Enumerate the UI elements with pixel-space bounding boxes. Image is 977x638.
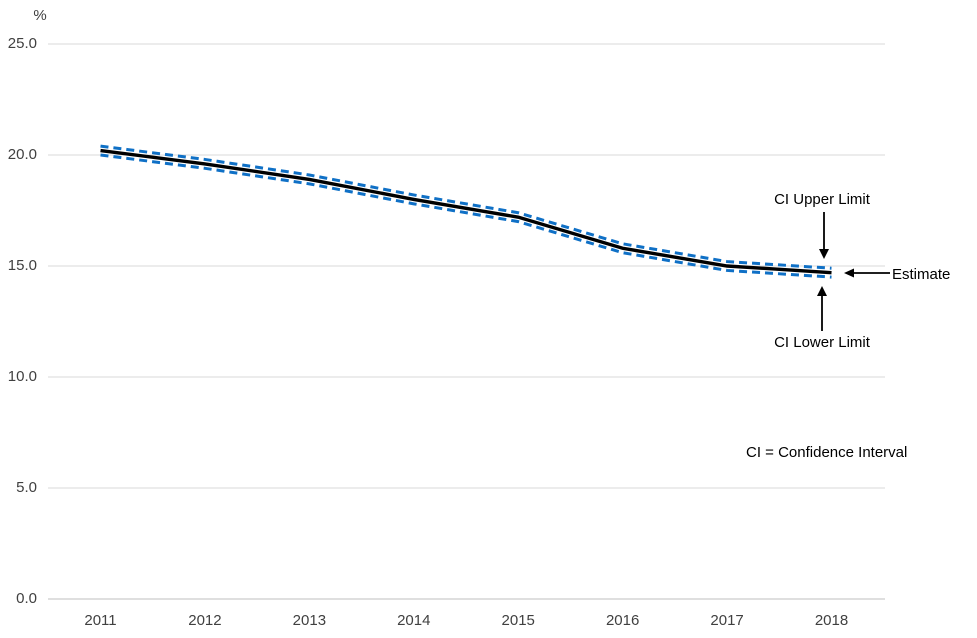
annotation-ci-upper-limit: CI Upper Limit [774, 191, 870, 208]
x-tick-label: 2016 [605, 612, 640, 629]
x-tick-label: 2014 [397, 612, 431, 629]
x-tick-label: 2017 [710, 612, 744, 629]
y-tick-label: 25.0 [7, 35, 37, 52]
y-tick-label: 10.0 [7, 368, 37, 385]
arrow-to-upper-ci-head [819, 249, 829, 259]
series-line-estimate [100, 148, 832, 275]
x-tick-label: 2013 [292, 612, 327, 629]
series-line-ci-upper-limit [100, 144, 832, 270]
y-tick-label: 0.0 [16, 590, 37, 607]
annotation-estimate: Estimate [892, 266, 951, 283]
x-tick-label: 2011 [84, 612, 117, 629]
x-tick-label: 2018 [814, 612, 849, 629]
arrow-to-lower-ci-head [817, 286, 827, 296]
arrow-to-estimate-head [844, 268, 854, 278]
y-tick-label: 5.0 [16, 479, 37, 496]
y-tick-label: 20.0 [7, 146, 37, 163]
y-axis-unit-label: % [33, 7, 47, 24]
x-tick-label: 2012 [188, 612, 222, 629]
x-tick-label: 2015 [501, 612, 535, 629]
series-line-ci-lower-limit [100, 153, 832, 279]
annotation-ci-lower-limit: CI Lower Limit [774, 334, 870, 351]
annotation-ci-definition: CI = Confidence Interval [746, 444, 908, 461]
y-tick-label: 15.0 [7, 257, 37, 274]
